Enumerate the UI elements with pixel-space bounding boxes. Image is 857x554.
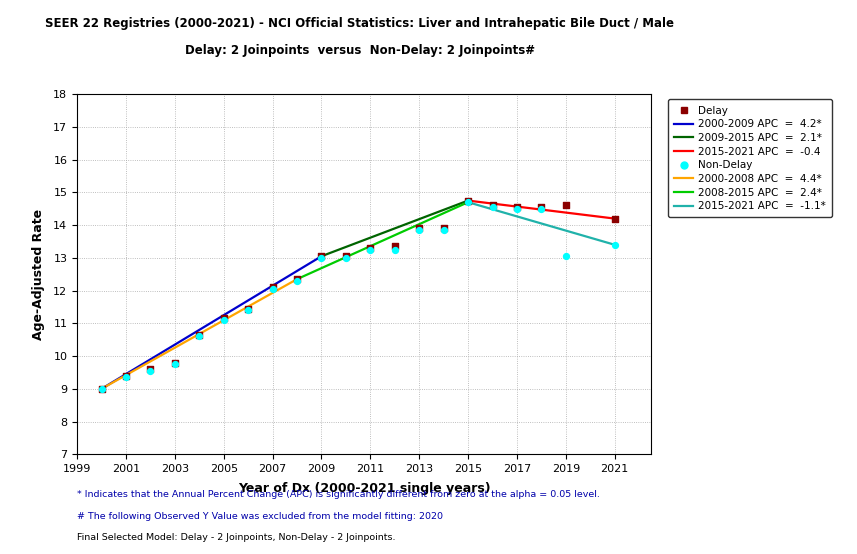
Point: [535, 204, 548, 213]
Point: [144, 365, 158, 373]
Point: [339, 252, 353, 260]
Point: [119, 371, 133, 380]
Point: [168, 358, 182, 367]
Point: [193, 330, 207, 339]
Point: [217, 314, 231, 323]
Point: [266, 285, 279, 294]
Point: [119, 373, 133, 382]
Point: [144, 366, 158, 375]
Point: [363, 245, 377, 254]
Text: Delay: 2 Joinpoints  versus  Non-Delay: 2 Joinpoints#: Delay: 2 Joinpoints versus Non-Delay: 2 …: [185, 44, 535, 57]
Text: # The following Observed Y Value was excluded from the model fitting: 2020: # The following Observed Y Value was exc…: [77, 512, 443, 521]
X-axis label: Year of Dx (2000-2021 single years): Year of Dx (2000-2021 single years): [238, 483, 490, 495]
Y-axis label: Age-Adjusted Rate: Age-Adjusted Rate: [32, 209, 45, 340]
Point: [559, 201, 572, 210]
Point: [388, 242, 402, 251]
Point: [242, 304, 255, 313]
Point: [388, 245, 402, 254]
Point: [168, 360, 182, 368]
Point: [363, 244, 377, 253]
Point: [461, 198, 475, 207]
Point: [486, 203, 500, 212]
Point: [510, 204, 524, 213]
Point: [608, 240, 621, 249]
Point: [510, 203, 524, 212]
Point: [437, 224, 451, 233]
Point: [315, 252, 328, 260]
Point: [193, 332, 207, 341]
Text: * Indicates that the Annual Percent Change (APC) is significantly different from: * Indicates that the Annual Percent Chan…: [77, 490, 600, 499]
Point: [95, 384, 109, 393]
Point: [95, 384, 109, 393]
Point: [291, 276, 304, 285]
Point: [486, 201, 500, 210]
Point: [608, 214, 621, 223]
Legend: Delay, 2000-2009 APC  =  4.2*, 2009-2015 APC  =  2.1*, 2015-2021 APC  =  -0.4, N: Delay, 2000-2009 APC = 4.2*, 2009-2015 A…: [668, 99, 832, 217]
Text: Final Selected Model: Delay - 2 Joinpoints, Non-Delay - 2 Joinpoints.: Final Selected Model: Delay - 2 Joinpoin…: [77, 533, 396, 542]
Point: [242, 306, 255, 315]
Point: [339, 253, 353, 262]
Point: [461, 196, 475, 205]
Text: SEER 22 Registries (2000-2021) - NCI Official Statistics: Liver and Intrahepatic: SEER 22 Registries (2000-2021) - NCI Off…: [45, 17, 674, 29]
Point: [291, 275, 304, 284]
Point: [535, 203, 548, 212]
Point: [412, 225, 426, 234]
Point: [266, 283, 279, 292]
Point: [437, 225, 451, 234]
Point: [217, 316, 231, 325]
Point: [559, 252, 572, 260]
Point: [315, 253, 328, 262]
Point: [412, 224, 426, 233]
